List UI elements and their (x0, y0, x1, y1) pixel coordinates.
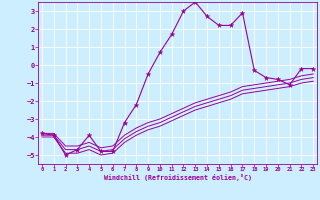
X-axis label: Windchill (Refroidissement éolien,°C): Windchill (Refroidissement éolien,°C) (104, 174, 252, 181)
